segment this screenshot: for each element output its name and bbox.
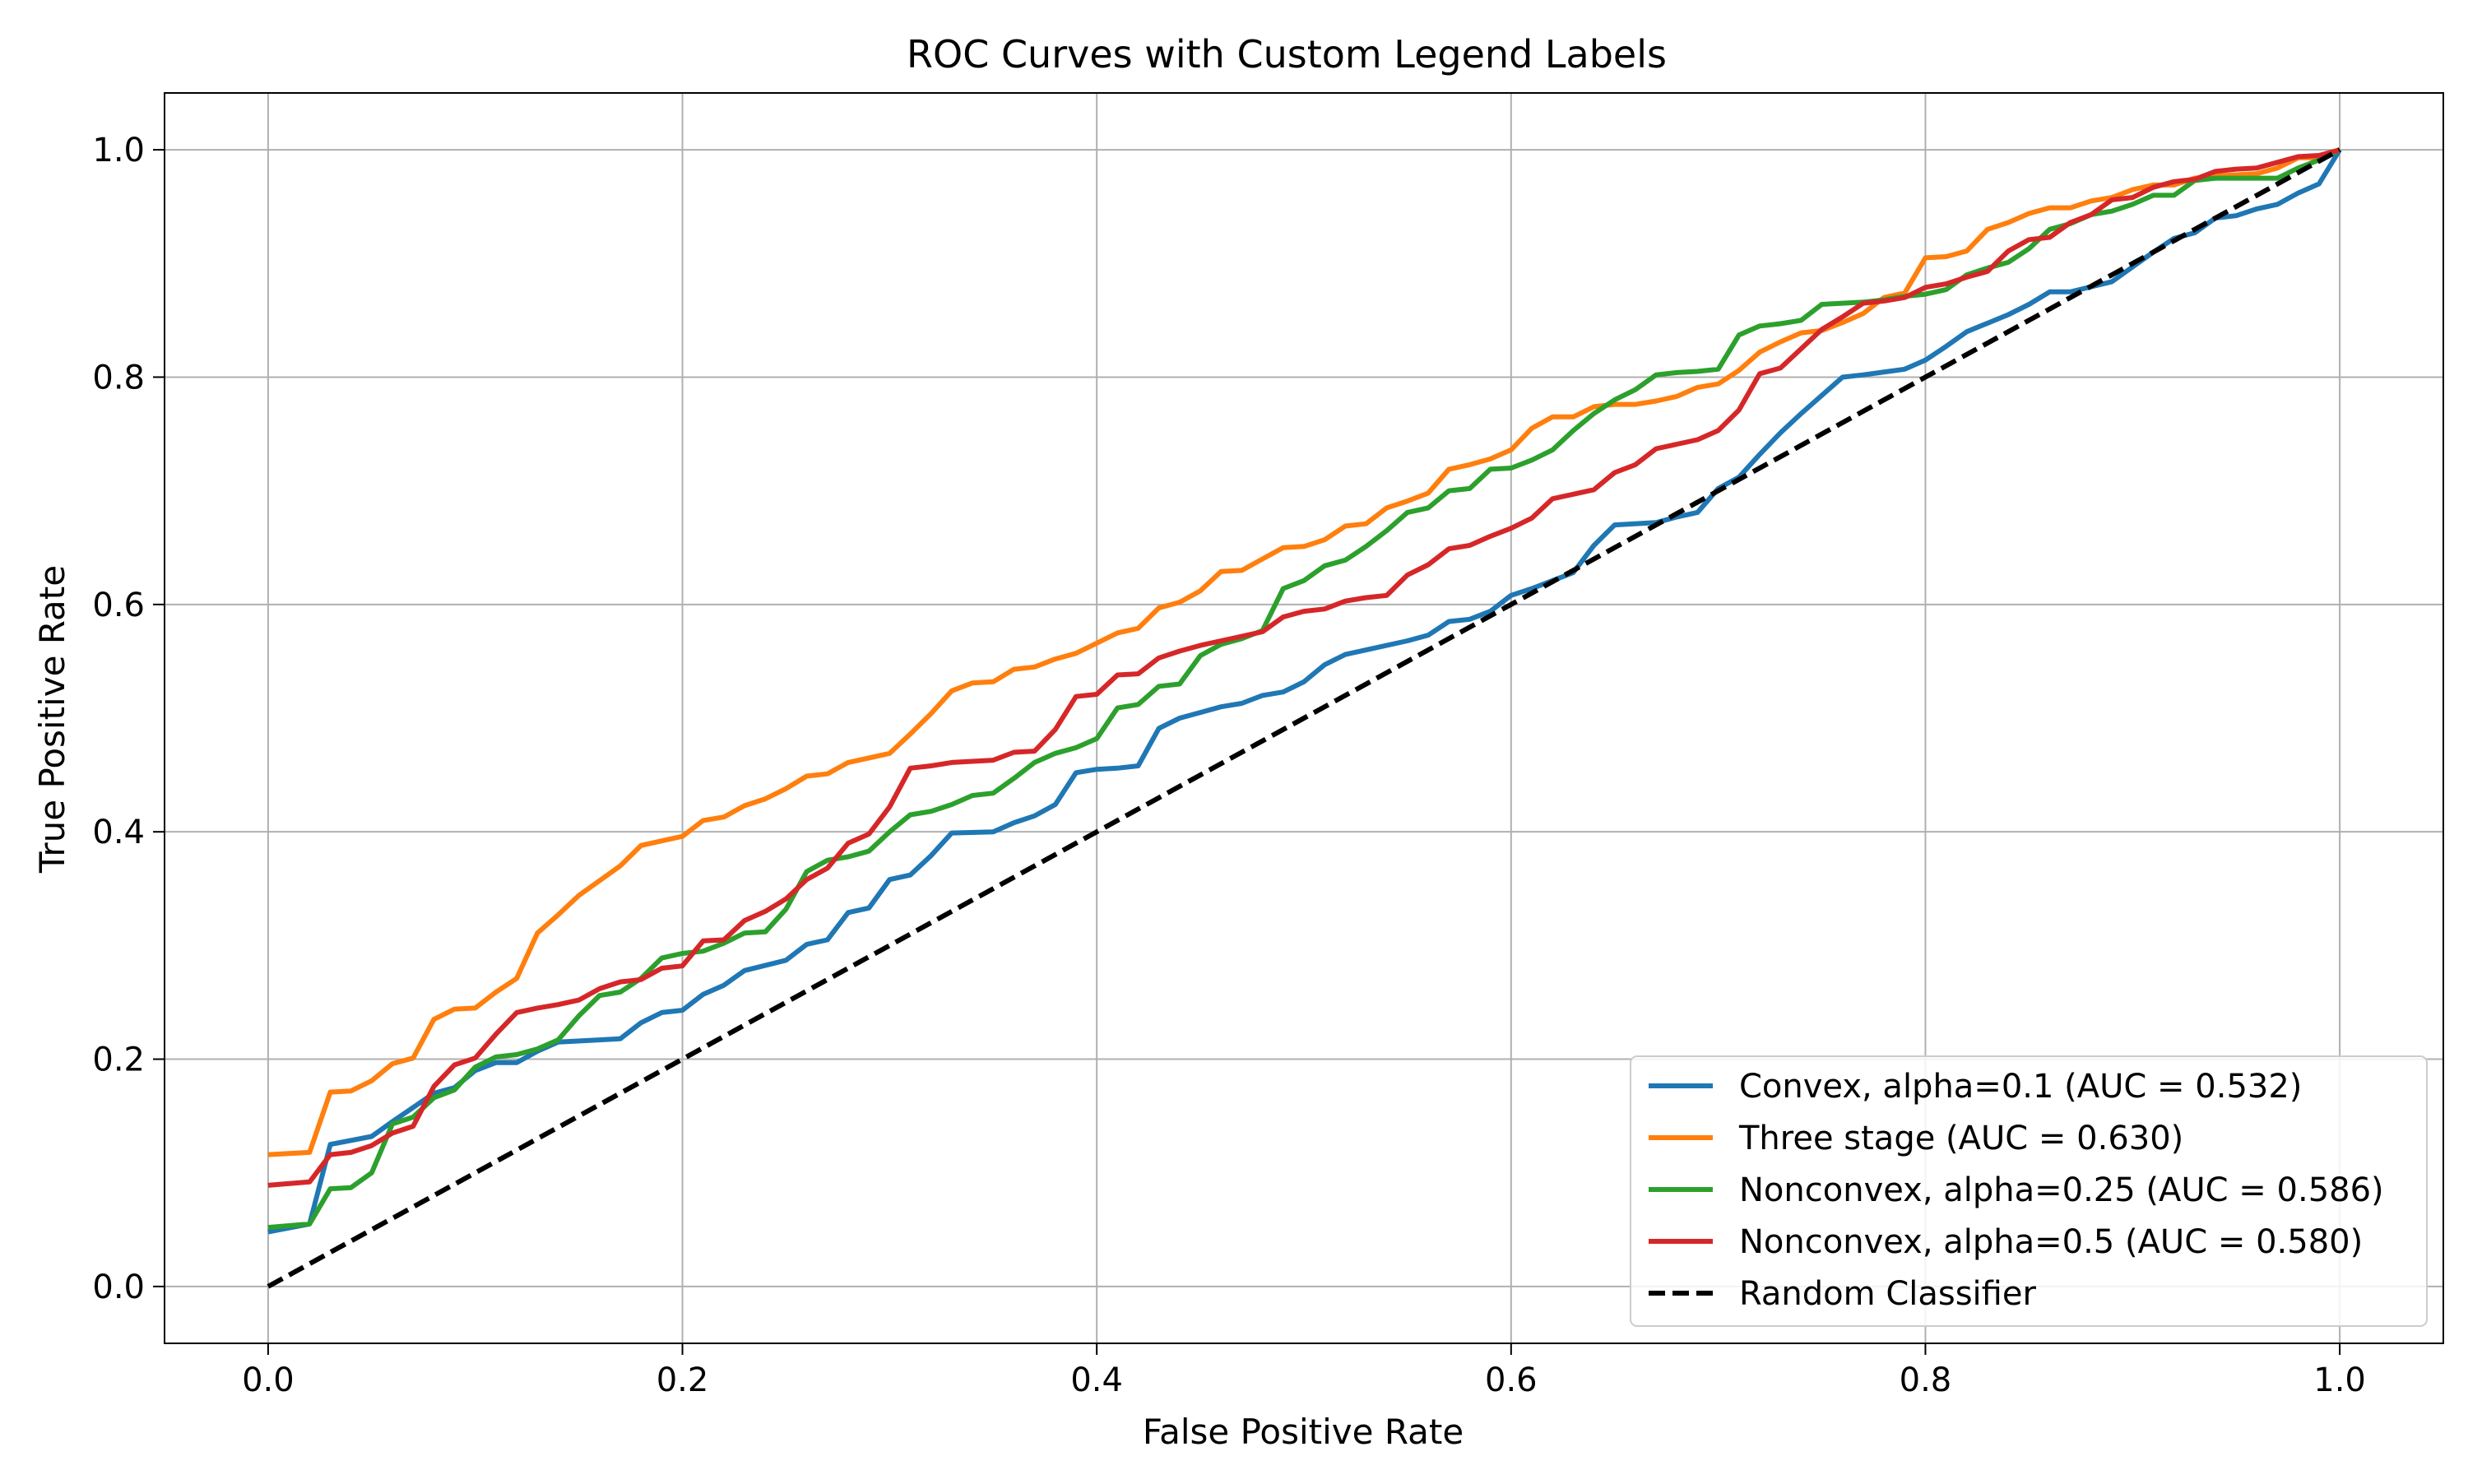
- legend-label: Three stage (AUC = 0.630): [1738, 1120, 2183, 1157]
- series-line-2: [267, 147, 2341, 1231]
- y-tick-label: 0.4: [92, 814, 145, 851]
- chart-title: ROC Curves with Custom Legend Labels: [907, 32, 1667, 77]
- x-tick-label: 0.0: [242, 1361, 295, 1399]
- x-tick-label: 0.8: [1900, 1361, 1952, 1399]
- x-tick-label: 0.6: [1485, 1361, 1538, 1399]
- x-tick-label: 0.4: [1070, 1361, 1123, 1399]
- y-tick-label: 0.6: [92, 587, 145, 624]
- series-layer: [267, 147, 2342, 1289]
- x-tick-label: 1.0: [2313, 1361, 2366, 1399]
- tick-layer: 0.0 0.2 0.4 0.6 0.8 1.0 0.0 0.2 0.4 0.6 0.8 1.0: [92, 132, 2366, 1399]
- legend: Convex, alpha=0.1 (AUC = 0.532) Three sta…: [1630, 1055, 2428, 1327]
- legend-label: Random Classifier: [1739, 1275, 2036, 1313]
- plot-frame: [164, 92, 2444, 1344]
- series-line-1: [267, 147, 2341, 1157]
- y-axis-label: True Positive Rate: [32, 565, 72, 874]
- legend-label: Convex, alpha=0.1 (AUC = 0.532): [1739, 1068, 2302, 1106]
- series-line-4: [267, 147, 2341, 1289]
- x-axis-label: False Positive Rate: [1143, 1412, 1464, 1452]
- series-line-0: [267, 148, 2342, 1235]
- legend-box: [1630, 1055, 2428, 1327]
- y-tick-label: 1.0: [92, 132, 145, 169]
- y-tick-label: 0.2: [92, 1041, 145, 1079]
- series-line-3: [267, 147, 2340, 1188]
- y-tick-label: 0.8: [92, 359, 145, 397]
- y-tick-label: 0.0: [92, 1268, 145, 1306]
- legend-label: Nonconvex, alpha=0.5 (AUC = 0.580): [1739, 1223, 2363, 1261]
- x-tick-label: 0.2: [656, 1361, 709, 1399]
- legend-label: Nonconvex, alpha=0.25 (AUC = 0.586): [1739, 1171, 2384, 1209]
